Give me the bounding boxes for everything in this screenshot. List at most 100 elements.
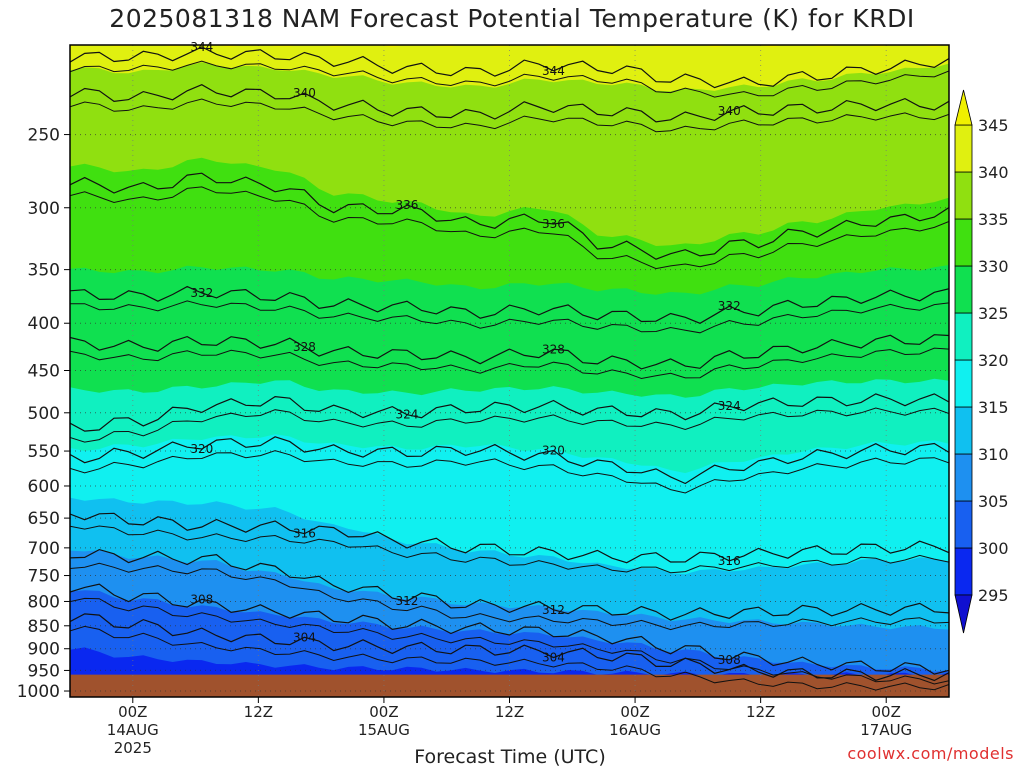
isotherm-332 — [70, 285, 949, 324]
y-tick-label: 900 — [28, 640, 60, 660]
colorbar-label: 310 — [978, 445, 1009, 464]
colorbar-segment — [954, 500, 973, 549]
y-axis: 250 300 350 400 450 500 550 600 650 700 750 800 850 9… — [17, 126, 70, 702]
colorbar-label: 340 — [978, 163, 1009, 182]
isotherm-label: 316 — [293, 527, 316, 541]
isotherm-336 — [70, 172, 949, 260]
colorbar-label: 335 — [978, 210, 1009, 229]
y-tick-label: 400 — [28, 314, 60, 334]
isotherm-312 — [70, 548, 949, 621]
x-tick-label: 12Z — [244, 703, 273, 721]
isotherm-minor — [70, 300, 949, 334]
y-tick-label: 300 — [28, 199, 60, 219]
isotherm-label: 312 — [395, 594, 418, 608]
colorbar-label: 315 — [978, 398, 1009, 417]
y-tick-label: 800 — [28, 592, 60, 612]
colorbar-label: 325 — [978, 304, 1009, 323]
y-tick-label: 750 — [28, 567, 60, 587]
isotherm-label: 308 — [190, 592, 213, 606]
colorbar-segment — [954, 359, 973, 408]
isotherm-label: 320 — [190, 442, 213, 456]
y-tick-label: 350 — [28, 261, 60, 281]
colorbar-segment — [954, 218, 973, 267]
isotherm-344 — [70, 46, 949, 89]
isotherm-label: 324 — [395, 408, 418, 422]
colorbar-segment — [954, 171, 973, 220]
isotherm-label: 316 — [718, 554, 741, 568]
colorbar-segment — [954, 453, 973, 502]
isotherm-label: 344 — [190, 40, 213, 54]
x-tick-label: 12Z — [495, 703, 524, 721]
isotherm-minor — [70, 625, 949, 691]
isotherm-label: 336 — [542, 217, 565, 231]
y-tick-label: 250 — [28, 126, 60, 146]
isotherm-lines — [70, 46, 949, 691]
isotherm-label: 332 — [190, 286, 213, 300]
isotherm-label: 344 — [542, 64, 565, 78]
credit-link[interactable]: coolwx.com/models — [847, 744, 1014, 763]
colorbar-label: 330 — [978, 257, 1009, 276]
isotherm-324 — [70, 393, 949, 432]
isotherm-label: 340 — [718, 104, 741, 118]
colorbar-label: 345 — [978, 116, 1009, 135]
y-tick-label: 950 — [28, 661, 60, 681]
isotherm-minor — [70, 98, 949, 133]
x-tick-sublabel: 16AUG — [609, 721, 661, 739]
isotherm-label: 324 — [718, 399, 741, 413]
isotherm-label: 320 — [542, 443, 565, 457]
y-tick-label: 1000 — [17, 682, 60, 702]
isotherm-minor — [70, 597, 949, 685]
isotherm-316 — [70, 512, 949, 564]
isotherm-labels: 344 344 340 340 336 336 332 332 328 328 324 324 320 3… — [190, 40, 740, 667]
isotherm-340 — [70, 84, 949, 123]
colorbar-segment — [954, 124, 973, 173]
colorbar-label: 300 — [978, 539, 1009, 558]
isotherm-label: 328 — [542, 342, 565, 356]
isotherm-label: 304 — [293, 630, 316, 644]
x-tick-label: 00Z — [872, 703, 901, 721]
x-tick-label: 00Z — [369, 703, 398, 721]
isotherm-304 — [70, 613, 949, 682]
x-tick-sublabel: 2025 — [114, 739, 152, 757]
isotherm-label: 304 — [542, 651, 565, 665]
colorbar-segment — [954, 406, 973, 455]
colorbar: 295 300 305 310 315 320 325 330 335 340 345 — [954, 89, 1009, 634]
isotherm-308 — [70, 583, 949, 675]
isotherm-minor — [70, 525, 949, 574]
grid-lines — [70, 45, 949, 697]
chart-title: 2025081318 NAM Forecast Potential Temper… — [109, 4, 915, 33]
isotherm-label: 336 — [395, 198, 418, 212]
colorbar-label: 320 — [978, 351, 1009, 370]
isotherm-label: 328 — [293, 340, 316, 354]
y-tick-label: 550 — [28, 442, 60, 462]
colorbar-bottom-arrow — [954, 594, 973, 634]
y-tick-label: 500 — [28, 404, 60, 424]
y-tick-label: 850 — [28, 617, 60, 637]
isotherm-328 — [70, 334, 949, 370]
colorbar-segment — [954, 547, 973, 596]
isotherm-minor — [70, 450, 949, 494]
y-tick-label: 450 — [28, 362, 60, 382]
y-tick-label: 600 — [28, 477, 60, 497]
isotherm-320 — [70, 436, 949, 485]
x-tick-label: 00Z — [620, 703, 649, 721]
isotherm-label: 308 — [718, 653, 741, 667]
x-tick-sublabel: 15AUG — [358, 721, 410, 739]
isotherm-minor — [70, 347, 949, 380]
colorbar-label: 305 — [978, 492, 1009, 511]
isotherm-minor — [70, 562, 949, 631]
x-tick-sublabel: 14AUG — [107, 721, 159, 739]
isotherm-minor — [70, 60, 949, 98]
x-tick-sublabel: 17AUG — [860, 721, 912, 739]
colorbar-segment — [954, 312, 973, 361]
y-tick-label: 650 — [28, 509, 60, 529]
y-tick-label: 700 — [28, 539, 60, 559]
isotherm-label: 312 — [542, 603, 565, 617]
x-tick-label: 00Z — [118, 703, 147, 721]
x-axis-label: Forecast Time (UTC) — [414, 746, 606, 768]
isotherm-label: 340 — [293, 86, 316, 100]
isotherm-label: 332 — [718, 299, 741, 313]
isotherm-minor — [70, 407, 949, 443]
